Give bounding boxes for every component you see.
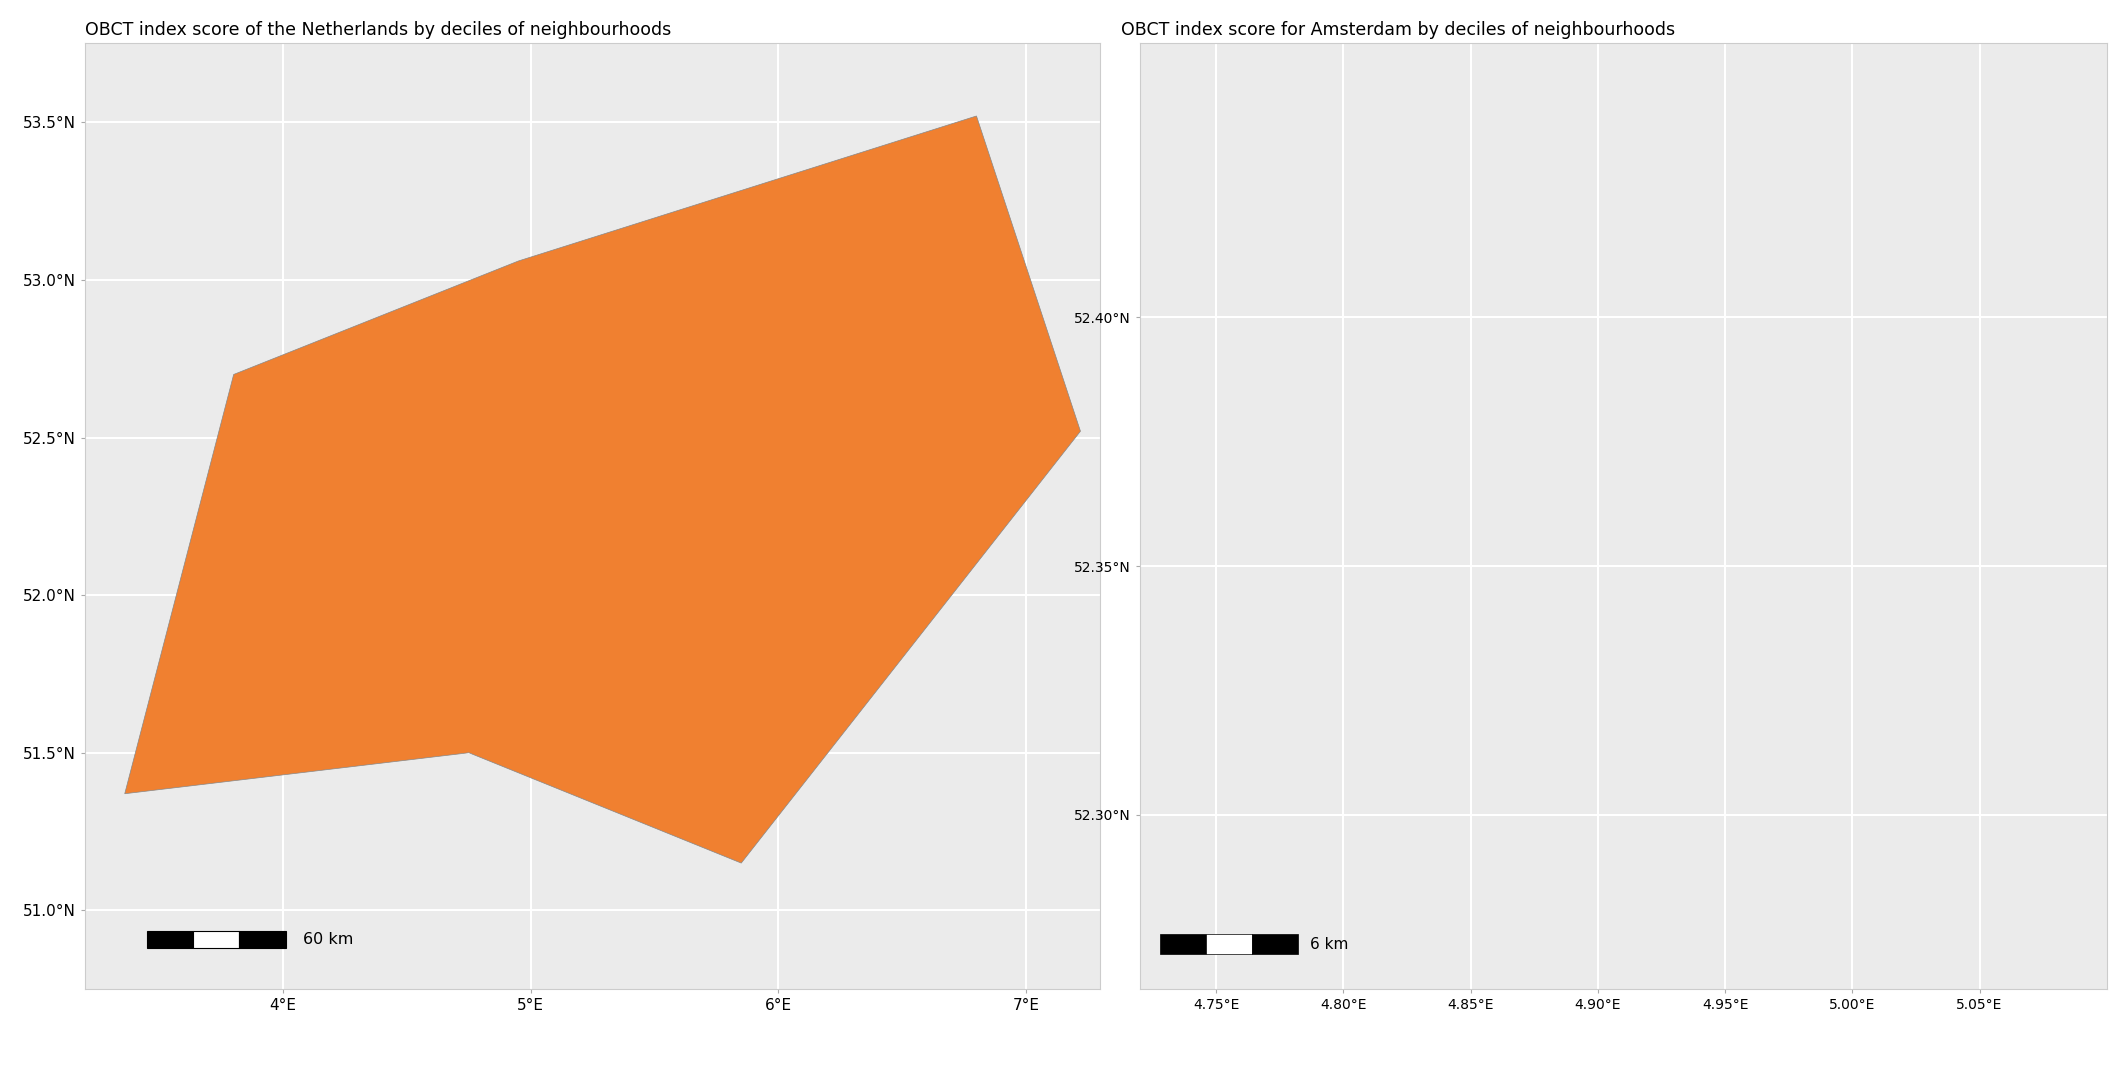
Text: 6 km: 6 km <box>1311 937 1349 952</box>
Bar <box>147 930 194 948</box>
Bar <box>1160 935 1207 954</box>
Text: OBCT index score for Amsterdam by deciles of neighbourhoods: OBCT index score for Amsterdam by decile… <box>1121 21 1675 39</box>
Bar <box>1207 935 1251 954</box>
Bar <box>194 930 240 948</box>
Polygon shape <box>126 116 1081 863</box>
Text: 60 km: 60 km <box>302 932 353 947</box>
Text: OBCT index score of the Netherlands by deciles of neighbourhoods: OBCT index score of the Netherlands by d… <box>85 21 670 39</box>
Bar <box>240 930 285 948</box>
Bar <box>1251 935 1298 954</box>
